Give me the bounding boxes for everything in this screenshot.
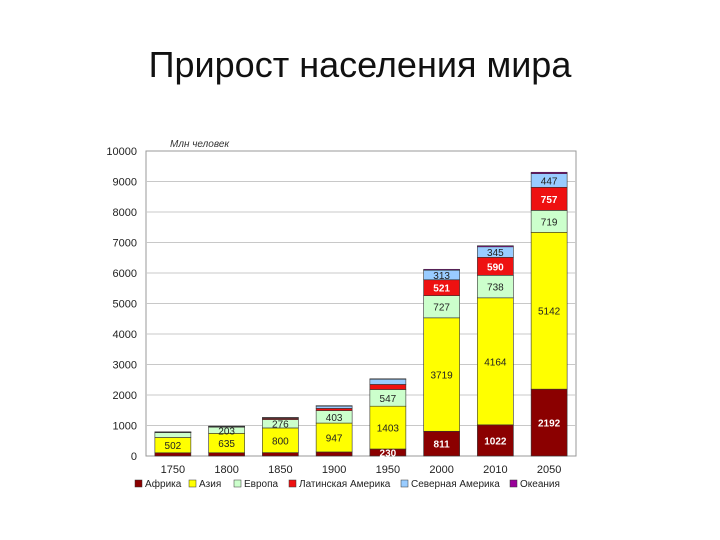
data-label: 757 (541, 195, 558, 206)
bar-stack: 230 1403 547 (369, 378, 407, 459)
x-tick-label: 2000 (429, 464, 453, 476)
bar-segment (315, 451, 353, 457)
legend-swatch (233, 479, 242, 488)
legend-item: Азия (188, 479, 221, 490)
y-tick-label: 1000 (113, 421, 137, 433)
x-tick-label: 1950 (376, 464, 400, 476)
bar-segment (154, 452, 192, 457)
y-tick-label: 0 (131, 451, 137, 463)
y-tick-label: 3000 (113, 360, 137, 372)
bar-stack: 947 403 (315, 405, 353, 457)
legend-item: Океания (509, 479, 560, 490)
x-tick-label: 1850 (268, 464, 292, 476)
bar-segment (530, 232, 568, 390)
data-label: 345 (487, 248, 504, 259)
bar-segment (423, 268, 460, 271)
data-label: 230 (380, 448, 397, 459)
bar-segment (423, 317, 460, 432)
y-tick-label: 2000 (113, 390, 137, 402)
legend-label: Азия (199, 479, 221, 490)
y-tick-label: 8000 (113, 207, 137, 219)
data-label: 635 (218, 439, 235, 450)
bar-stack: 502 (154, 431, 192, 457)
data-label: 547 (380, 394, 397, 405)
x-tick-label: 1900 (322, 464, 346, 476)
x-tick-label: 2010 (483, 464, 507, 476)
bar-segment (315, 422, 353, 453)
legend-swatch (288, 479, 297, 488)
y-tick-label: 10000 (106, 146, 137, 158)
legend-label: Латинская Америка (299, 479, 391, 490)
x-tick-label: 1800 (214, 464, 238, 476)
bar-segment (530, 388, 568, 457)
legend-item: Европа (233, 479, 279, 490)
data-label: 521 (433, 284, 450, 295)
legend-label: Африка (145, 478, 182, 490)
bar-segment (369, 405, 407, 450)
bar-segment (208, 425, 245, 427)
bar-segment (477, 424, 514, 457)
data-label: 2192 (538, 419, 561, 430)
bar-segment (262, 417, 299, 419)
data-label: 313 (433, 271, 450, 282)
data-label: 5142 (538, 307, 561, 318)
data-label: 276 (272, 420, 289, 431)
bar-segment (530, 171, 568, 174)
bar-segment (369, 384, 407, 390)
bar-segment (154, 431, 192, 433)
y-tick-label: 7000 (113, 238, 137, 250)
legend-item: Латинская Америка (288, 479, 391, 490)
legend-swatch (188, 479, 197, 488)
data-label: 590 (487, 262, 504, 273)
y-tick-label: 4000 (113, 329, 137, 341)
slide-title: Прирост населения мира (148, 44, 572, 85)
legend-label: Океания (520, 479, 560, 490)
data-label: 1403 (377, 424, 400, 435)
bar-segment (369, 378, 407, 385)
data-label: 203 (218, 426, 235, 437)
bar-stack: 811 3719 727 521 313 (423, 268, 460, 457)
data-label: 947 (326, 434, 343, 445)
bar-segment (315, 405, 353, 407)
bar-stack: 2192 5142 719 757 447 (530, 171, 568, 457)
y-tick-label: 9000 (113, 177, 137, 189)
x-tick-label: 2050 (537, 464, 561, 476)
legend-label: Северная Америка (411, 479, 500, 490)
data-label: 4164 (484, 357, 507, 368)
legend-item: Африка (134, 478, 182, 490)
data-label: 727 (433, 303, 450, 314)
bar-segment (477, 297, 514, 426)
bar-segment (315, 408, 353, 411)
unit-label: Млн человек (170, 139, 230, 150)
legend-swatch (134, 479, 143, 488)
data-label: 502 (165, 441, 182, 452)
bar-stack: 1022 4164 738 590 345 (477, 245, 514, 457)
bar-segment (477, 245, 514, 248)
data-label: 811 (434, 440, 451, 451)
legend-swatch (400, 479, 409, 488)
x-tick-label: 1750 (161, 464, 185, 476)
bar-segment (423, 430, 460, 457)
data-label: 403 (326, 413, 343, 424)
legend-item: Северная Америка (400, 479, 500, 490)
bar-segment (262, 452, 299, 457)
data-label: 719 (541, 217, 558, 228)
data-label: 3719 (431, 371, 454, 382)
bar-segment (369, 378, 407, 380)
y-tick-label: 6000 (113, 268, 137, 280)
bar-segment (262, 427, 299, 453)
legend-swatch (509, 479, 518, 488)
y-tick-label: 5000 (113, 299, 137, 311)
data-label: 738 (487, 283, 504, 294)
bar-segment (154, 432, 192, 438)
data-label: 1022 (484, 436, 507, 447)
bar-segment (208, 452, 245, 457)
data-label: 447 (541, 176, 558, 187)
legend-label: Европа (244, 479, 279, 490)
data-label: 800 (272, 436, 289, 447)
